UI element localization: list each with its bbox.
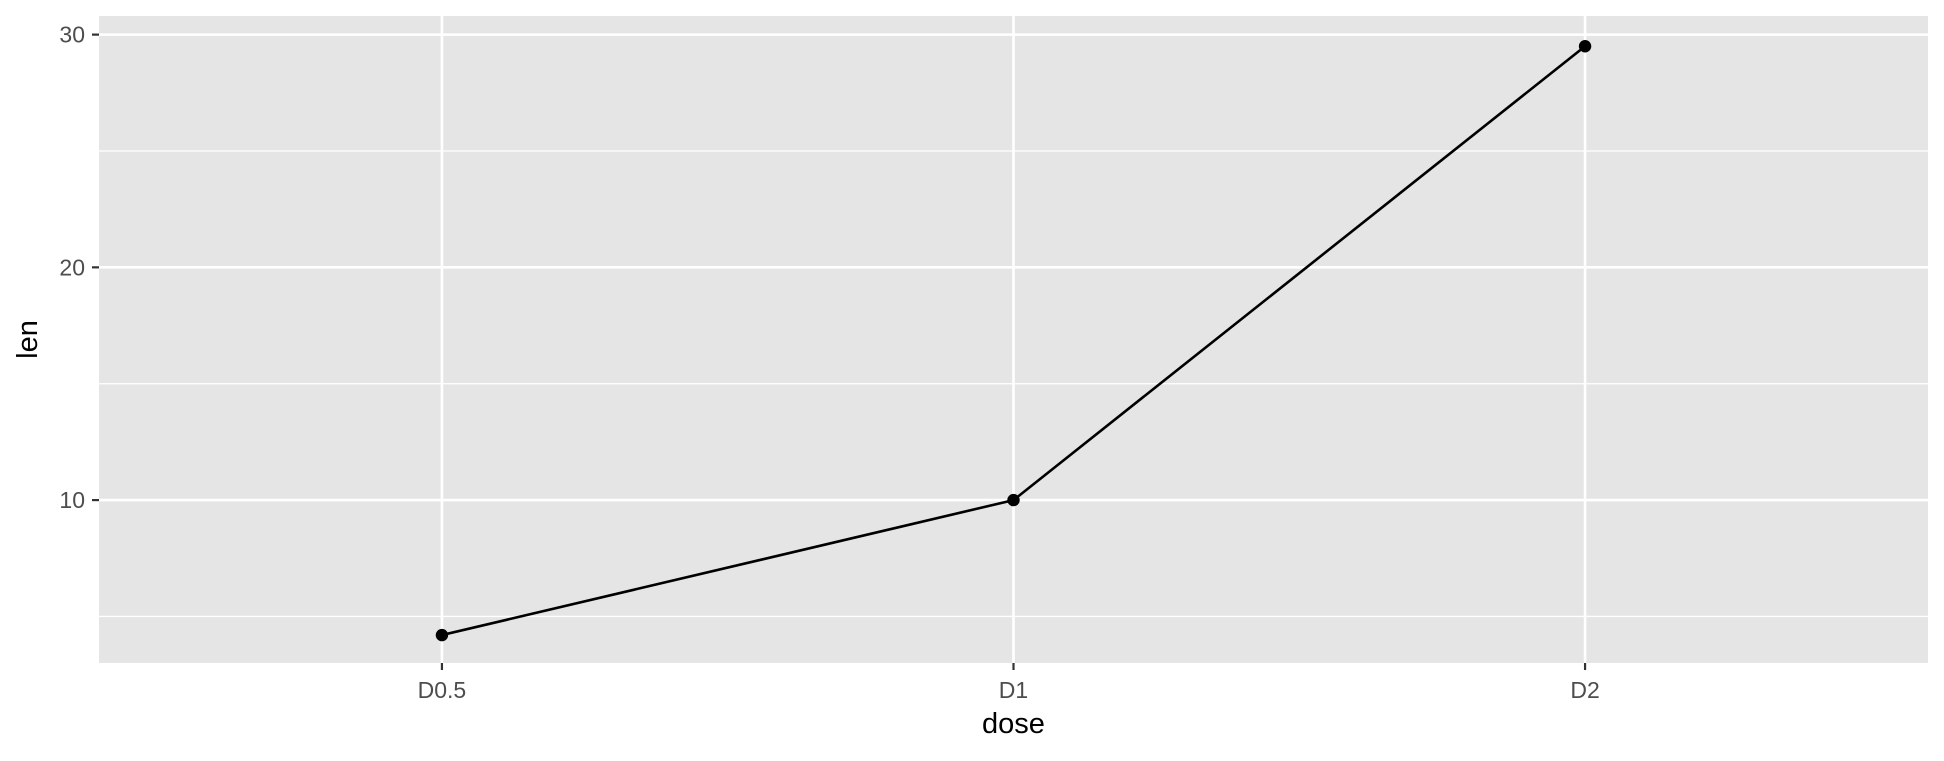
data-point (1007, 493, 1020, 507)
x-tick-label: D0.5 (418, 677, 467, 703)
series-layer (435, 40, 1592, 642)
x-tick-label: D1 (999, 677, 1028, 703)
x-tick-label: D2 (1570, 677, 1599, 703)
y-tick-label: 30 (59, 22, 85, 48)
x-axis-title: dose (982, 708, 1045, 740)
y-axis: 10 20 30 (59, 22, 99, 513)
y-tick-label: 10 (59, 487, 85, 513)
x-axis: D0.5 D1 D2 (418, 663, 1600, 703)
y-axis-title: len (12, 320, 44, 359)
data-point (435, 628, 449, 642)
y-tick-label: 20 (59, 254, 85, 280)
data-point (1578, 40, 1592, 53)
